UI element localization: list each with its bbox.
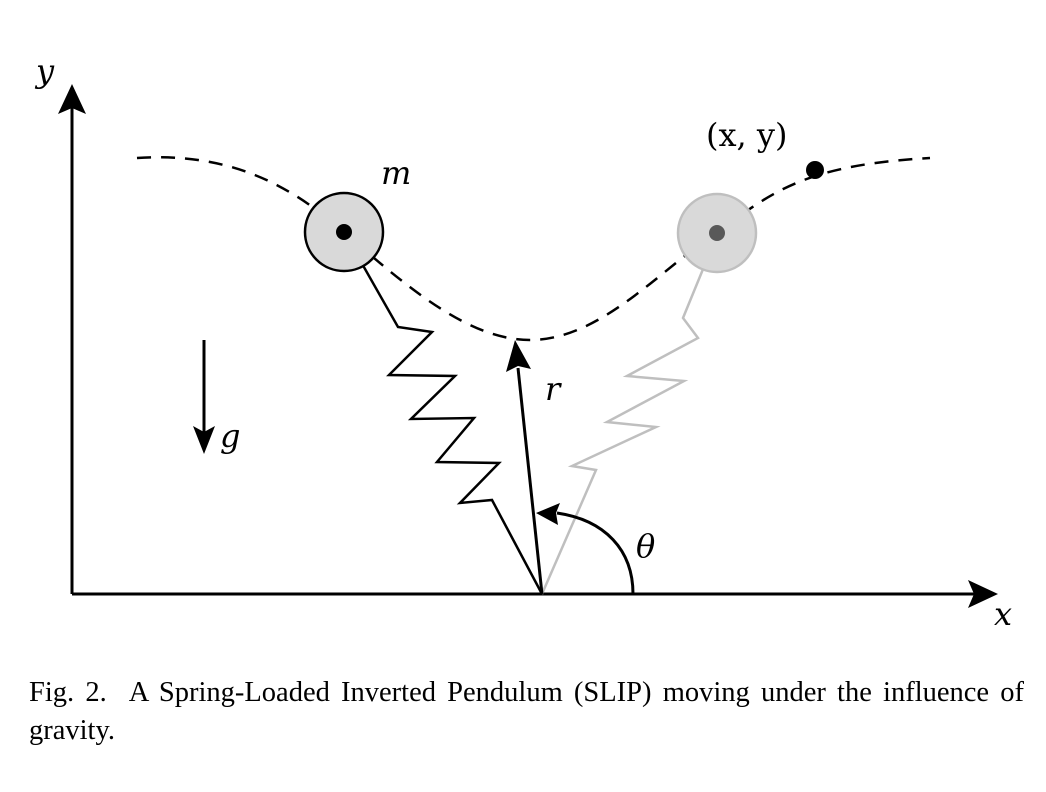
figure-label: Fig. 2. [29, 677, 107, 708]
gravity-label: g [220, 417, 240, 455]
mass-label: m [381, 154, 411, 192]
gravity-arrowhead [193, 426, 215, 454]
slip-leg: m [303, 154, 544, 595]
mass-center-dot [336, 224, 352, 240]
gravity-indicator: g [193, 340, 240, 455]
position-dot [806, 161, 824, 179]
x-axis-label: x [994, 595, 1012, 633]
theta-arc-arrowhead [536, 503, 560, 525]
ghost-spring [540, 234, 719, 595]
y-axis-label: y [34, 52, 55, 90]
r-vector-line [516, 367, 544, 595]
theta-arc [556, 511, 635, 595]
r-label: r [545, 370, 562, 408]
axes: y x [34, 52, 1012, 633]
slip-diagram: y x m (x, y) r θ g [34, 52, 1012, 633]
y-axis-arrowhead [58, 84, 86, 114]
ghost-leg [540, 192, 758, 595]
position-label: (x, y) [706, 116, 787, 154]
spring [342, 231, 544, 595]
r-vector-arrowhead [506, 340, 531, 372]
trajectory-dashed-path [136, 156, 931, 342]
figure-caption: Fig. 2. A Spring-Loaded Inverted Pendulum… [29, 674, 1024, 750]
x-axis-arrowhead [968, 580, 998, 608]
theta-label: θ [636, 527, 655, 565]
leg-length-vector: r [506, 340, 562, 595]
ghost-mass-center-dot [709, 225, 725, 241]
angle-indicator: θ [536, 503, 655, 595]
caption-text: A Spring-Loaded Inverted Pendulum (SLIP)… [29, 677, 1024, 746]
position-point: (x, y) [706, 116, 824, 179]
